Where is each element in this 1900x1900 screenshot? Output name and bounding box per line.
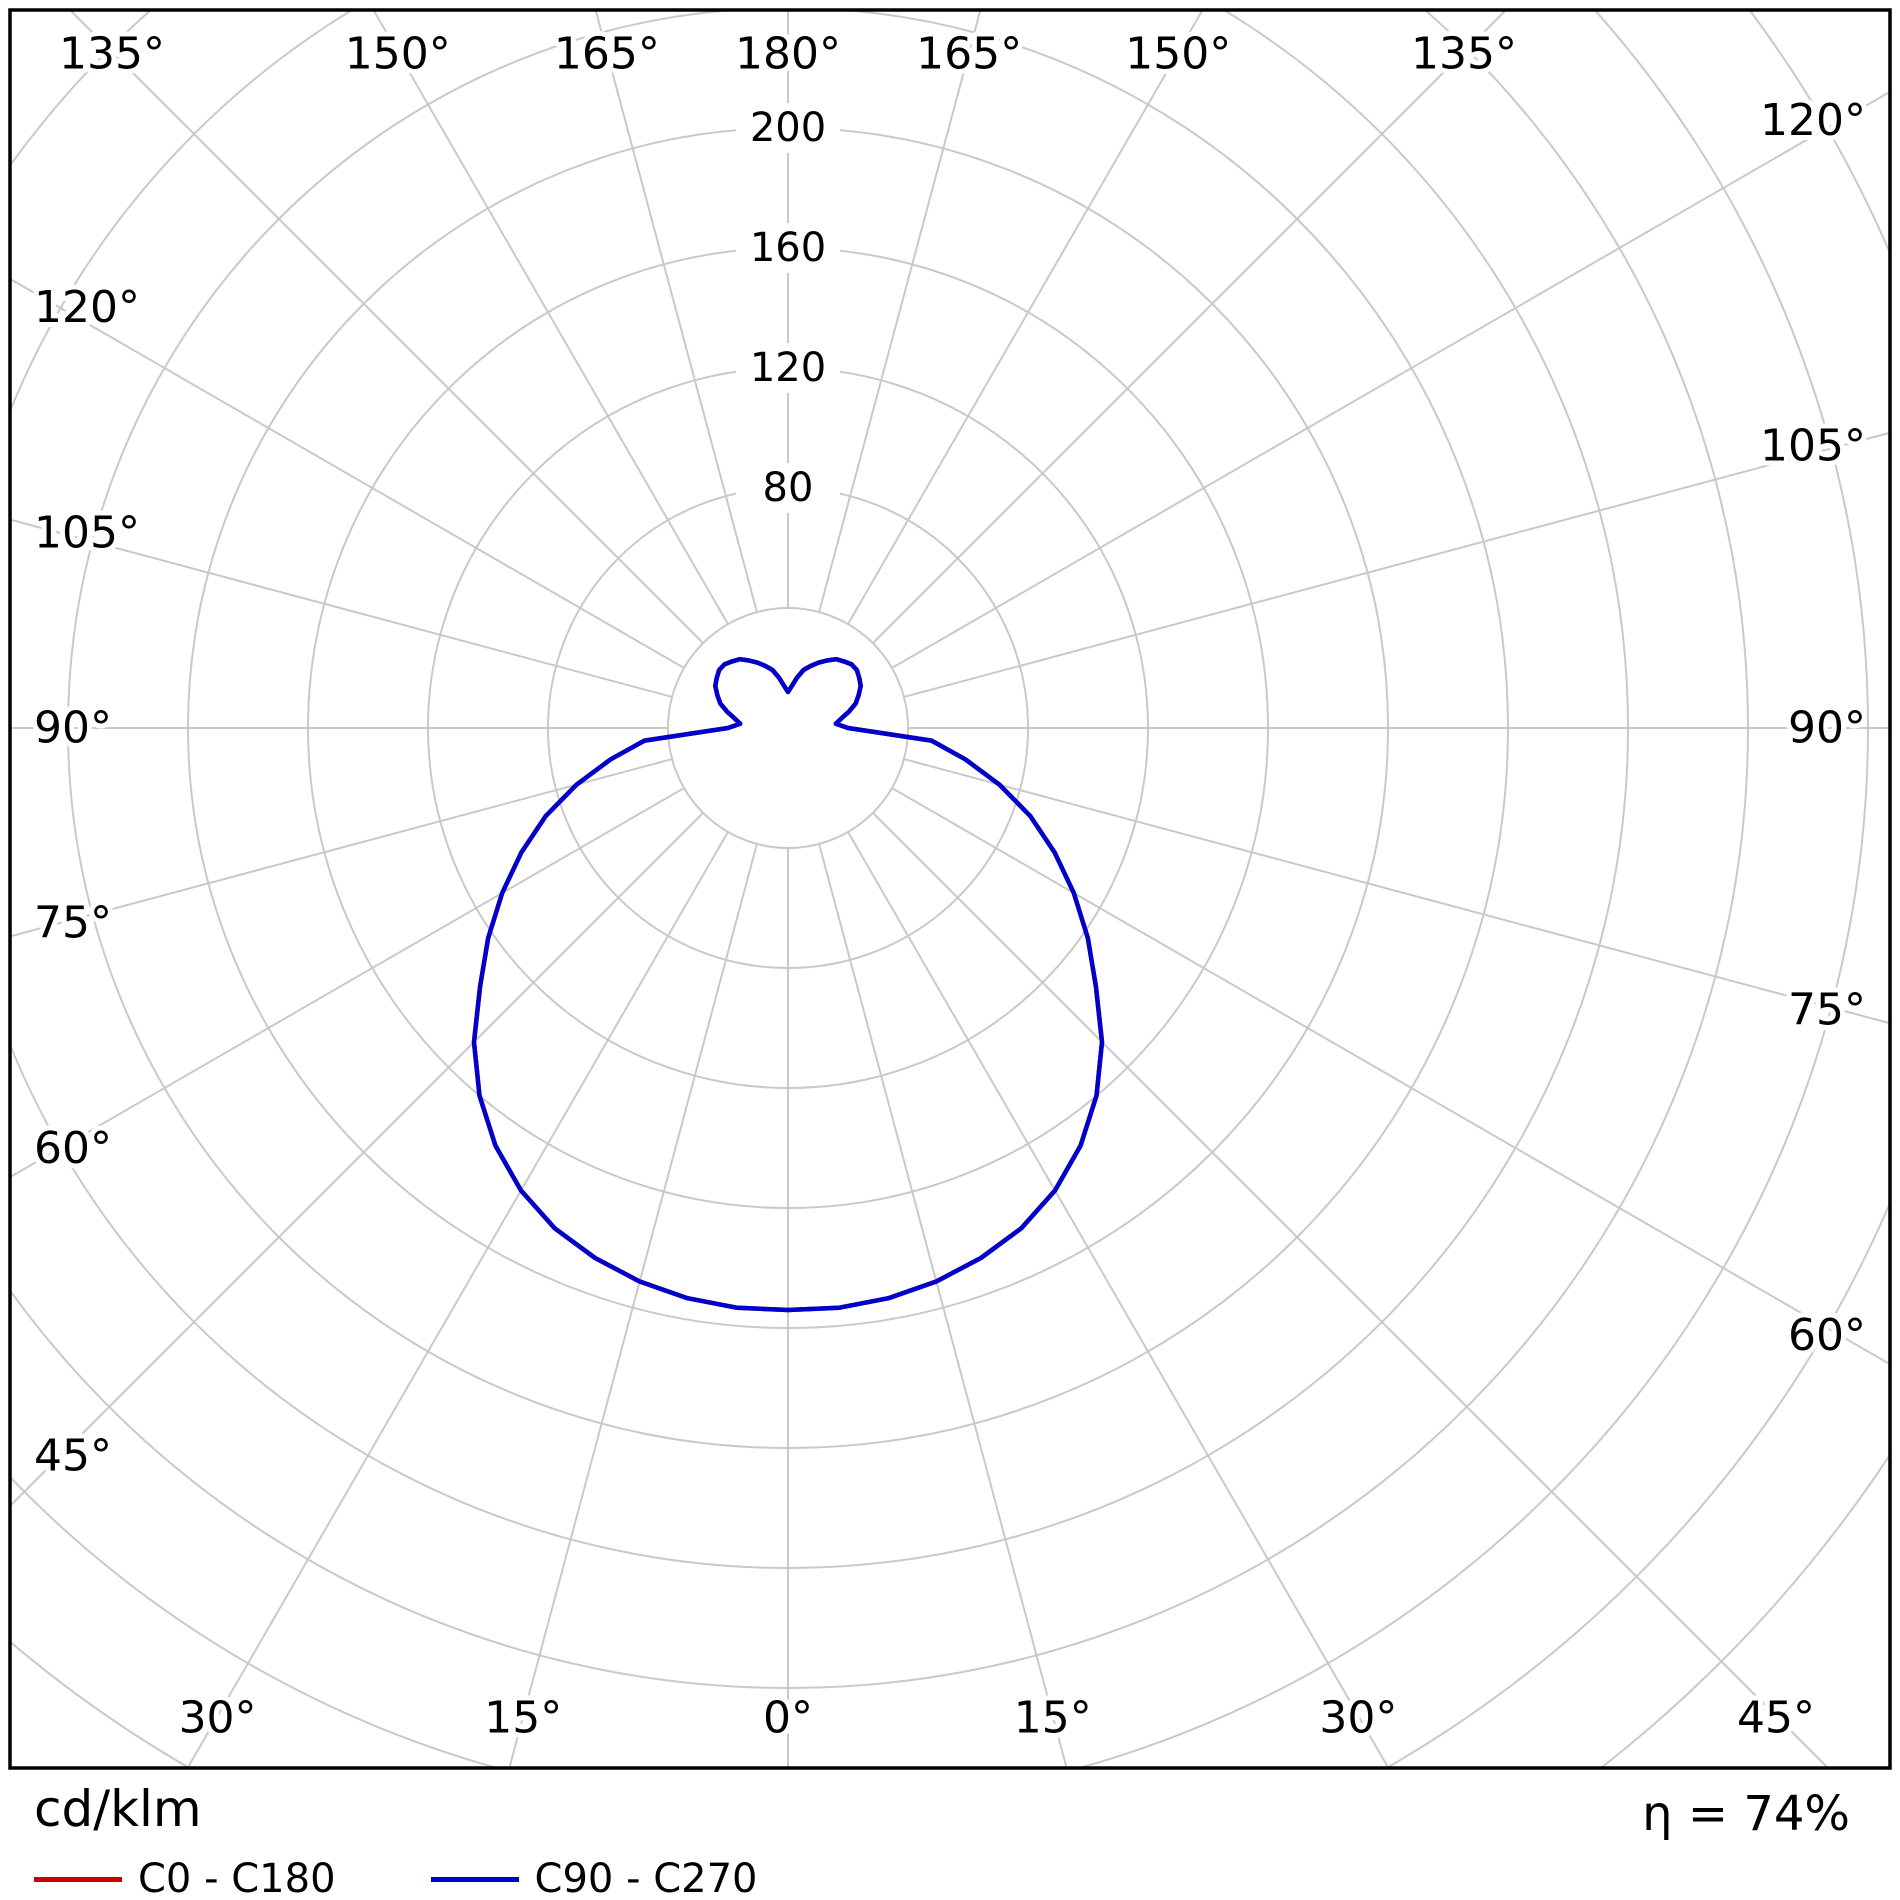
angle-tick-label: 150° <box>1125 29 1231 80</box>
grid-ray <box>68 10 704 644</box>
grid-ray <box>818 10 982 613</box>
grid-ray <box>594 10 758 613</box>
blue-line-swatch <box>430 1876 519 1882</box>
angle-tick-label: 105° <box>1760 421 1866 472</box>
red-line-swatch <box>34 1876 122 1882</box>
angle-tick-label: 30° <box>1319 1693 1397 1744</box>
angle-tick-label: 120° <box>1760 95 1866 146</box>
grid-ray <box>508 843 758 1768</box>
legend-item-c0-c180: C0 - C180 <box>34 1856 336 1900</box>
angle-tick-label: 45° <box>1737 1693 1815 1744</box>
grid-ray <box>872 812 1830 1768</box>
angle-tick-label: 90° <box>1788 703 1866 754</box>
grid-ray <box>891 787 1890 1366</box>
legend-item-c90-c270: C90 - C270 <box>430 1856 758 1900</box>
ring-tick-chip <box>736 343 840 393</box>
grid-ring <box>10 10 1749 1689</box>
ring-tick-label: 120 <box>750 345 826 391</box>
legend-label-c0-c180: C0 - C180 <box>138 1856 336 1900</box>
ring-tick-label: 200 <box>750 105 826 151</box>
series-path-1 <box>471 656 1105 1313</box>
grid-ray <box>847 831 1390 1768</box>
grid-ray <box>847 10 1204 625</box>
ring-tick-label: 80 <box>763 465 814 511</box>
grid-ray <box>186 831 729 1768</box>
grid-ray <box>10 758 673 938</box>
grid-ray <box>372 10 729 625</box>
angle-tick-label: 45° <box>34 1431 112 1482</box>
grid-ray <box>10 787 685 1179</box>
angle-tick-label: 105° <box>34 507 140 558</box>
angle-tick-label: 150° <box>345 29 451 80</box>
grid-ray <box>903 431 1890 698</box>
angle-tick-label: 135° <box>1411 29 1517 80</box>
angle-tick-label: 15° <box>1014 1693 1092 1744</box>
angle-tick-label: 75° <box>34 898 112 949</box>
angle-tick-label: 75° <box>1788 984 1866 1035</box>
ring-tick-chip <box>736 463 840 513</box>
legend-label-c90-c270: C90 - C270 <box>534 1856 758 1900</box>
unit-label: cd/klm <box>34 1780 202 1838</box>
grid-ray <box>903 758 1890 1025</box>
angle-tick-label: 30° <box>179 1693 257 1744</box>
grid-ray <box>10 812 704 1508</box>
grid-ray <box>891 90 1890 669</box>
angle-tick-label: 135° <box>59 29 165 80</box>
efficiency-label: η = 74% <box>1642 1786 1850 1842</box>
angle-tick-label: 90° <box>34 703 112 754</box>
angle-tick-label: 165° <box>916 29 1022 80</box>
legend: C0 - C180 C90 - C270 <box>34 1856 853 1900</box>
angle-tick-label: 60° <box>34 1123 112 1174</box>
angle-tick-label: 60° <box>1788 1310 1866 1361</box>
ring-tick-chip <box>736 103 840 153</box>
angle-tick-label: 15° <box>484 1693 562 1744</box>
ring-tick-chip <box>736 223 840 273</box>
grid-ray <box>10 277 685 669</box>
angle-tick-label: 165° <box>554 29 660 80</box>
ring-tick-label: 160 <box>750 225 826 271</box>
grid-ray <box>872 10 1508 644</box>
plot-border <box>8 8 1892 1770</box>
grid-ray <box>818 843 1068 1768</box>
angle-tick-label: 120° <box>34 282 140 333</box>
grid-ring <box>667 607 909 849</box>
grid-ray <box>10 518 673 698</box>
angle-tick-label: 180° <box>735 29 841 80</box>
angle-tick-label: 0° <box>763 1693 813 1744</box>
